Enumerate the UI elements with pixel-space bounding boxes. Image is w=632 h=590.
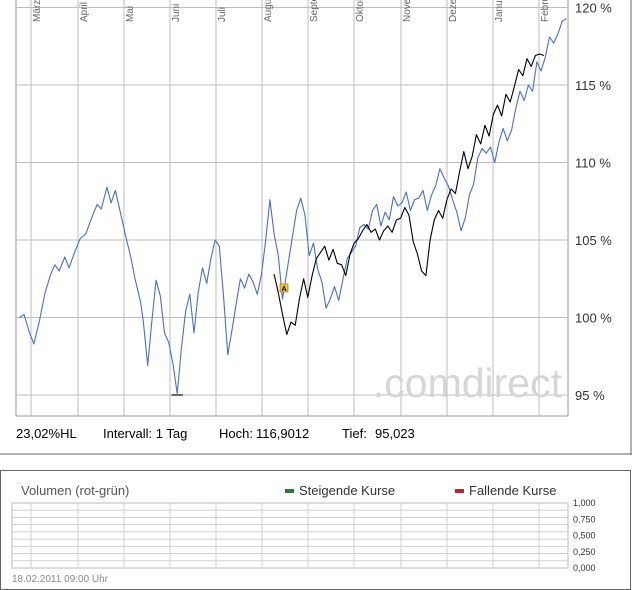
stat-low-label: Tief: <box>342 426 367 441</box>
series-line-black <box>273 53 545 336</box>
timestamp: 18.02.2011 09:00 Uhr <box>12 574 109 585</box>
series-line-blue <box>19 17 567 395</box>
x-tick-label: Februar <box>540 0 551 22</box>
volume-chart: Volumen (rot-grün) Steigende Kurse Falle… <box>0 470 631 590</box>
legend-rising-label: Steigende Kurse <box>299 483 395 498</box>
x-tick-label: September <box>309 0 320 22</box>
x-tick-label: Juni <box>171 4 182 22</box>
legend-falling-swatch <box>455 489 464 493</box>
y-tick-label: 110 % <box>575 156 611 171</box>
marker-a-label: A <box>281 286 286 293</box>
stat-low-value: 95,023 <box>375 426 415 441</box>
x-tick-label: November <box>402 0 413 22</box>
y-tick-label: 95 % <box>575 388 605 403</box>
x-tick-label: Juli <box>217 7 228 22</box>
stat-high-label: Hoch: <box>219 426 253 441</box>
x-tick-label: August <box>263 0 274 22</box>
legend-rising-swatch <box>285 489 294 493</box>
volume-y-tick-label: 0,750 <box>573 514 596 524</box>
stat-high-value: 116,9012 <box>256 426 309 441</box>
marker-a: A <box>279 283 289 293</box>
x-tick-label: Dezember <box>448 0 459 22</box>
volume-y-tick-label: 0,250 <box>573 547 596 557</box>
stat-hl: 23,02%HL <box>16 426 77 441</box>
volume-y-tick-label: 0,500 <box>573 531 596 541</box>
y-tick-label: 120 % <box>575 1 612 16</box>
watermark: .comdirect <box>373 360 563 406</box>
y-tick-label: 115 % <box>575 78 611 93</box>
x-tick-label: Mai <box>125 6 136 22</box>
y-tick-label: 105 % <box>575 233 612 248</box>
legend-falling-label: Fallende Kurse <box>469 483 556 498</box>
x-tick-label: März <box>32 0 43 22</box>
x-tick-label: April <box>79 2 90 22</box>
volume-title: Volumen (rot-grün) <box>21 483 129 498</box>
x-tick-label: Oktober <box>355 0 366 22</box>
y-tick-label: 100 % <box>575 311 612 326</box>
stat-interval: Intervall: 1 Tag <box>103 426 187 441</box>
price-chart: .comdirect März April Mai Juni Juli August Sep… <box>0 0 632 455</box>
volume-y-tick-label: 0,000 <box>573 563 596 573</box>
volume-y-tick-label: 1,000 <box>573 498 596 508</box>
x-tick-label: Januar <box>494 0 505 22</box>
